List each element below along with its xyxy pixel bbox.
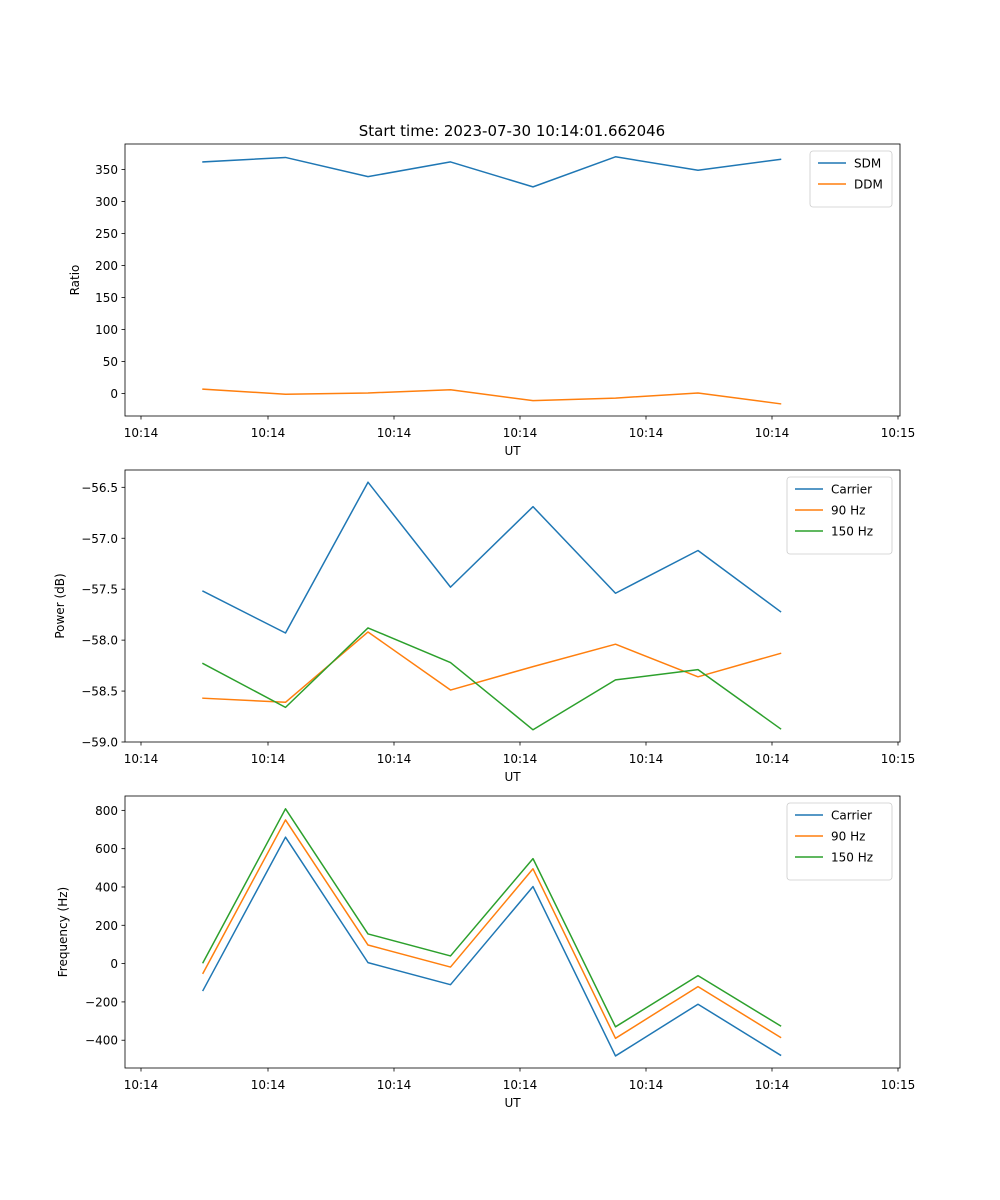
- y-tick-label: 400: [95, 880, 118, 894]
- x-tick-label: 10:14: [251, 1078, 286, 1092]
- x-tick-label: 10:14: [124, 426, 159, 440]
- frequency-panel: −400 −200 0 200 400 600 800 10:14 10:14 10:14 10:1…: [56, 795, 916, 1110]
- y-tick-label: 800: [95, 804, 118, 818]
- legend-box: [809, 150, 893, 208]
- y-tick-label: −400: [85, 1034, 118, 1048]
- series-line-150-hz: [201, 808, 782, 1028]
- series-line-90-hz: [201, 819, 782, 1040]
- legend: SDM DDM: [809, 150, 893, 208]
- y-tick-label: 100: [95, 323, 118, 337]
- y-tick-label: 0: [110, 387, 118, 401]
- y-tick-label: −200: [85, 995, 118, 1009]
- x-tick-label: 10:14: [629, 426, 664, 440]
- x-tick-label: 10:15: [881, 1078, 916, 1092]
- legend: Carrier 90 Hz 150 Hz: [786, 476, 893, 555]
- x-tick-label: 10:14: [251, 752, 286, 766]
- y-tick-label: −58.5: [81, 685, 118, 699]
- series-line-carrier: [201, 481, 782, 634]
- x-tick-label: 10:14: [377, 1078, 412, 1092]
- y-tick-label: 150: [95, 291, 118, 305]
- x-tick-label: 10:14: [503, 752, 538, 766]
- y-tick-label: 350: [95, 163, 118, 177]
- y-tick-label: 200: [95, 919, 118, 933]
- legend: Carrier 90 Hz 150 Hz: [786, 802, 893, 881]
- x-tick-label: 10:14: [755, 1078, 790, 1092]
- x-tick-label: 10:14: [629, 752, 664, 766]
- x-tick-label: 10:14: [124, 1078, 159, 1092]
- axes-frame: [124, 795, 901, 1069]
- x-tick-label: 10:14: [251, 426, 286, 440]
- y-tick-label: −56.5: [81, 481, 118, 495]
- x-tick-label: 10:14: [503, 426, 538, 440]
- x-axis-label: UT: [504, 770, 521, 784]
- x-tick-label: 10:15: [881, 752, 916, 766]
- y-axis-label: Power (dB): [53, 573, 67, 638]
- x-axis-label: UT: [504, 444, 521, 458]
- figure-title: Start time: 2023-07-30 10:14:01.662046: [359, 122, 665, 140]
- y-tick-label: 0: [110, 957, 118, 971]
- legend-label: 150 Hz: [831, 851, 873, 865]
- x-tick-label: 10:14: [377, 752, 412, 766]
- x-tick-label: 10:14: [124, 752, 159, 766]
- x-tick-label: 10:14: [377, 426, 412, 440]
- y-tick-label: −59.0: [81, 736, 118, 750]
- legend-label: 150 Hz: [831, 525, 873, 539]
- power-panel: −59.0 −58.5 −58.0 −57.5 −57.0 −56.5 10:14 10:14…: [53, 469, 916, 784]
- legend-box: [786, 802, 893, 881]
- series-line-150-hz: [201, 627, 782, 731]
- legend-box: [786, 476, 893, 555]
- series-line-carrier: [201, 836, 782, 1057]
- axes-frame: [124, 469, 901, 743]
- y-axis-label: Ratio: [68, 265, 82, 296]
- y-tick-label: 200: [95, 259, 118, 273]
- legend-label: Carrier: [831, 809, 872, 823]
- y-tick-label: −57.5: [81, 583, 118, 597]
- series-line-sdm: [202, 156, 782, 188]
- x-tick-label: 10:14: [755, 426, 790, 440]
- y-tick-label: 250: [95, 227, 118, 241]
- legend-label: 90 Hz: [831, 830, 865, 844]
- legend-label: DDM: [854, 178, 883, 192]
- y-tick-label: 600: [95, 842, 118, 856]
- x-axis-label: UT: [504, 1096, 521, 1110]
- y-tick-label: −58.0: [81, 634, 118, 648]
- y-tick-label: 50: [103, 355, 118, 369]
- series-line-ddm: [202, 388, 782, 405]
- legend-label: Carrier: [831, 483, 872, 497]
- legend-label: SDM: [854, 157, 881, 171]
- legend-label: 90 Hz: [831, 504, 865, 518]
- y-axis-label: Frequency (Hz): [56, 887, 70, 978]
- x-tick-label: 10:14: [503, 1078, 538, 1092]
- x-tick-label: 10:14: [629, 1078, 664, 1092]
- y-tick-label: 300: [95, 195, 118, 209]
- x-tick-label: 10:15: [881, 426, 916, 440]
- axes-frame: [124, 143, 901, 417]
- y-tick-label: −57.0: [81, 532, 118, 546]
- ratio-panel: 0 50 100 150 200 250 300 350 10:14 10:14 10:14 10:1…: [68, 143, 916, 458]
- x-tick-label: 10:14: [755, 752, 790, 766]
